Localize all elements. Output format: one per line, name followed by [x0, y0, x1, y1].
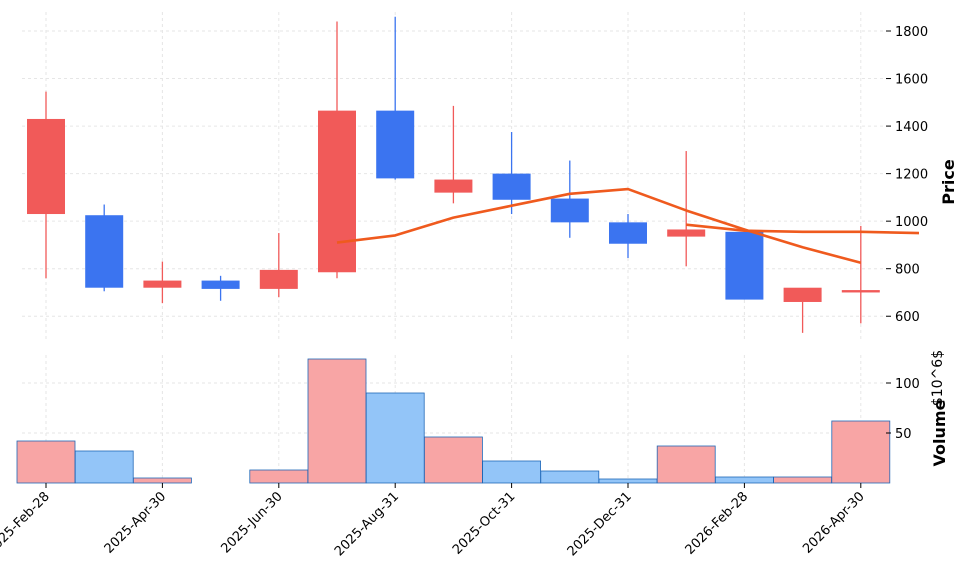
- x-tick-label: 2025-Jun-30: [218, 489, 285, 556]
- volume-bar: [656, 445, 716, 484]
- volume-bar: [16, 440, 76, 484]
- ma-line-short: [336, 187, 862, 265]
- candle-body: [783, 287, 822, 302]
- volume-bar: [423, 436, 483, 484]
- volume-bar: [132, 477, 192, 484]
- moving-average-lines: [336, 187, 920, 265]
- price-tick-label: 1400: [895, 120, 928, 135]
- candle-body: [143, 280, 182, 288]
- candle-body: [27, 118, 65, 215]
- volume-bars: [16, 358, 891, 484]
- volume-axis-exponent: $10^6$: [930, 350, 946, 406]
- candle-body: [376, 110, 415, 179]
- x-tick-label: 2025-Oct-31: [450, 489, 518, 557]
- candle-body: [725, 231, 764, 300]
- candle-body: [609, 222, 647, 244]
- price-tick-label: 600: [895, 310, 920, 325]
- x-tick-label: 2026-Apr-30: [800, 489, 867, 556]
- candles: [27, 16, 880, 333]
- candle-body: [434, 179, 473, 193]
- x-axis: 2025-Feb-28 2025-Apr-30 2025-Jun-30 2025-Au…: [0, 483, 868, 559]
- price-tick-label: 800: [895, 263, 920, 278]
- candle-body: [550, 198, 589, 223]
- candle-body: [841, 290, 880, 293]
- volume-bar: [307, 358, 367, 484]
- candle-body: [667, 229, 706, 237]
- price-tick-label: 1600: [895, 73, 928, 88]
- volume-grid: [22, 355, 886, 483]
- volume-axis: 50 100: [886, 377, 920, 442]
- ma-line-long: [686, 223, 920, 235]
- volume-bar: [598, 478, 658, 484]
- volume-bar: [715, 476, 774, 484]
- volume-tick-label: 100: [895, 377, 920, 392]
- candle-body: [492, 173, 531, 200]
- volume-bar: [249, 469, 309, 484]
- volume-tick-label: 50: [895, 427, 912, 442]
- x-tick-label: 2025-Aug-31: [332, 489, 402, 559]
- x-tick-label: 2025-Feb-28: [0, 489, 53, 558]
- candle-body: [259, 269, 298, 289]
- price-axis: 600 800 1000 1200 1400 1600 1800: [886, 25, 928, 325]
- x-tick-label: 2025-Apr-30: [102, 489, 169, 556]
- volume-bar: [482, 460, 542, 484]
- volume-bar: [831, 420, 891, 484]
- volume-bar: [773, 476, 832, 484]
- price-axis-title: Price: [939, 159, 958, 205]
- x-tick-label: 2025-Dec-31: [565, 489, 635, 559]
- volume-bar: [365, 392, 425, 484]
- candle-body: [201, 280, 240, 289]
- candle-body: [85, 215, 124, 288]
- volume-bar: [74, 450, 134, 484]
- volume-axis-title: Volume: [930, 399, 949, 466]
- x-tick-label: 2026-Feb-28: [683, 489, 752, 558]
- price-tick-label: 1200: [895, 168, 928, 183]
- candle-body: [318, 110, 356, 273]
- price-tick-label: 1000: [895, 215, 928, 230]
- price-tick-label: 1800: [895, 25, 928, 40]
- volume-bar: [540, 470, 600, 484]
